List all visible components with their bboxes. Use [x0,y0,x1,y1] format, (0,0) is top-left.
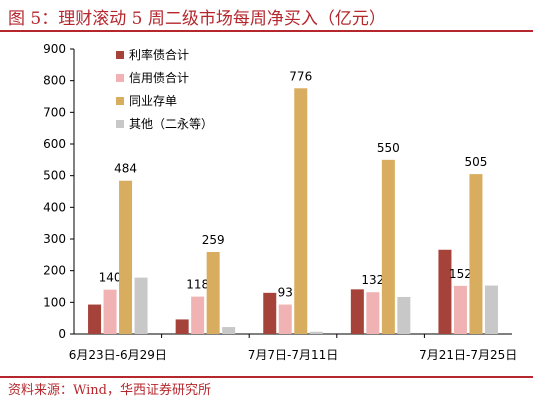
legend-label: 同业存单 [129,94,177,108]
x-tick-label: 6月23日-6月29日 [69,348,167,362]
bar [381,159,395,334]
bar [175,319,189,334]
bar [222,327,236,334]
y-tick-label: 200 [43,264,66,278]
legend-label: 信用债合计 [129,70,189,85]
y-tick-label: 700 [43,105,66,119]
bar [191,296,205,334]
x-tick-label: 7月21日-7月25日 [419,348,517,362]
bar [278,304,292,334]
legend-label: 利率债合计 [129,47,189,62]
y-tick-label: 100 [43,295,66,309]
bar [366,292,380,334]
bar [294,88,308,335]
data-label: 776 [289,69,312,83]
y-tick-label: 500 [43,169,66,183]
legend-label: 其他（二永等） [129,117,213,131]
data-label: 259 [202,233,225,247]
x-tick-label: 7月7日-7月11日 [248,348,339,362]
legend-swatch [116,120,124,128]
legend-swatch [116,51,124,59]
source-note: 资料来源：Wind，华西证券研究所 [8,383,211,398]
bar [119,180,133,334]
y-tick-label: 900 [43,42,66,56]
bar [134,277,148,334]
data-label: 484 [114,162,137,176]
bar [88,304,102,334]
y-tick-label: 400 [43,200,66,214]
data-label: 550 [377,141,400,155]
data-label: 118 [186,278,209,292]
chart-title: 图 5：理财滚动 5 周二级市场每周净买入（亿元） [8,9,386,29]
data-label: 140 [99,271,122,285]
legend-swatch [116,74,124,82]
bar [484,285,498,334]
y-tick-label: 300 [43,232,66,246]
title-divider [0,30,533,32]
bar [469,174,483,334]
legend-swatch [116,97,124,105]
data-label: 505 [464,155,487,169]
bar [350,289,364,334]
bar [438,249,452,334]
bar [453,285,467,334]
data-label: 152 [449,267,472,281]
bar [397,296,411,334]
bar [206,251,220,334]
bar [309,331,323,334]
data-label: 93 [278,286,293,300]
y-tick-label: 600 [43,137,66,151]
y-tick-label: 0 [58,327,66,341]
bar [263,292,277,334]
y-tick-label: 800 [43,74,66,88]
bar [103,289,117,334]
footer-divider [0,376,533,378]
data-label: 132 [361,273,384,287]
